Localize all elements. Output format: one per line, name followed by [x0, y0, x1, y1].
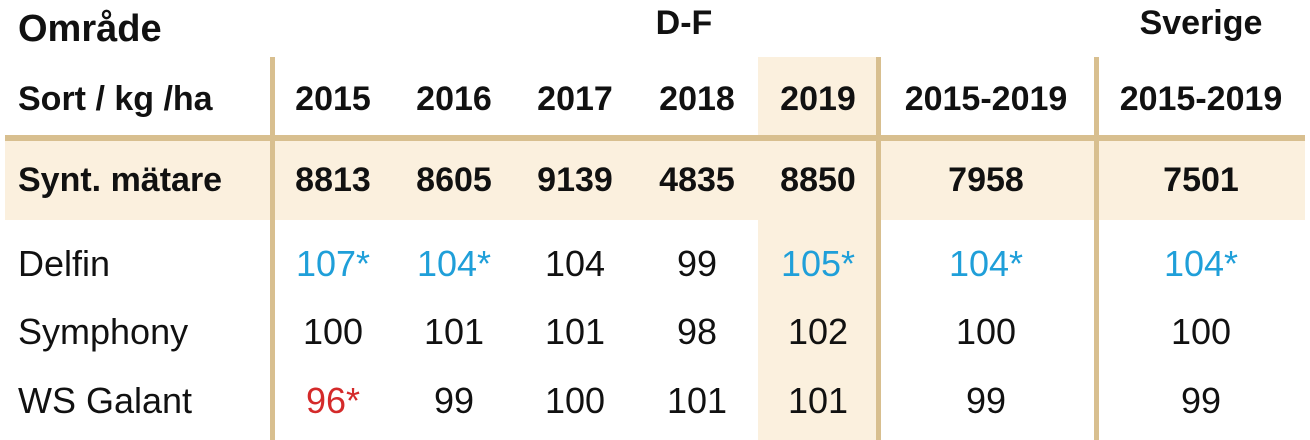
region-label: D-F [655, 4, 713, 42]
table-cell: 4835 [659, 161, 735, 199]
table-cell: 101 [423, 311, 485, 352]
row-label: WS Galant [18, 380, 193, 421]
table-cell: 100 [544, 380, 606, 421]
year-header: 2015 [295, 80, 371, 118]
table-cell: 99 [965, 380, 1007, 421]
table-cell: 8813 [295, 161, 371, 199]
table-cell: 102 [787, 311, 849, 352]
table-cell: 7958 [948, 161, 1024, 199]
area-label: Område [18, 8, 162, 50]
highlight-column-2019 [758, 57, 878, 440]
table-cell: 99 [1180, 380, 1222, 421]
table-cell: 100 [955, 311, 1017, 352]
table-cell: 99 [676, 243, 718, 284]
table-cell: 100 [1170, 311, 1232, 352]
divider-line [270, 57, 275, 440]
table-cell: 101 [544, 311, 606, 352]
header-divider [5, 135, 1305, 141]
row-label: Symphony [18, 311, 189, 352]
table-cell: 104* [948, 243, 1024, 284]
sort-label: Sort / kg /ha [18, 80, 213, 118]
table-cell: 101 [666, 380, 728, 421]
table-cell: 7501 [1163, 161, 1239, 199]
highlight-row-reference [5, 140, 1305, 220]
country-label: Sverige [1139, 4, 1263, 42]
table-cell: 104* [416, 243, 492, 284]
table-cell: 8850 [780, 161, 856, 199]
row-label: Synt. mätare [18, 161, 223, 199]
table-cell: 105* [780, 243, 856, 284]
table-cell: 101 [787, 380, 849, 421]
table-cell: 99 [433, 380, 475, 421]
table-cell: 8605 [416, 161, 492, 199]
period-header-region: 2015-2019 [904, 80, 1068, 118]
divider-line [1094, 57, 1099, 440]
period-header-country: 2015-2019 [1119, 80, 1283, 118]
table-cell: 98 [676, 311, 718, 352]
divider-line [876, 57, 881, 440]
table-cell: 104* [1163, 243, 1239, 284]
table-cell: 104 [544, 243, 606, 284]
year-header: 2017 [537, 80, 613, 118]
table-cell: 96* [305, 380, 361, 421]
year-header: 2019 [780, 80, 856, 118]
year-header: 2018 [659, 80, 735, 118]
row-label: Delfin [18, 243, 111, 284]
table-cell: 9139 [537, 161, 613, 199]
table-cell: 100 [302, 311, 364, 352]
year-header: 2016 [416, 80, 492, 118]
table-cell: 107* [295, 243, 371, 284]
